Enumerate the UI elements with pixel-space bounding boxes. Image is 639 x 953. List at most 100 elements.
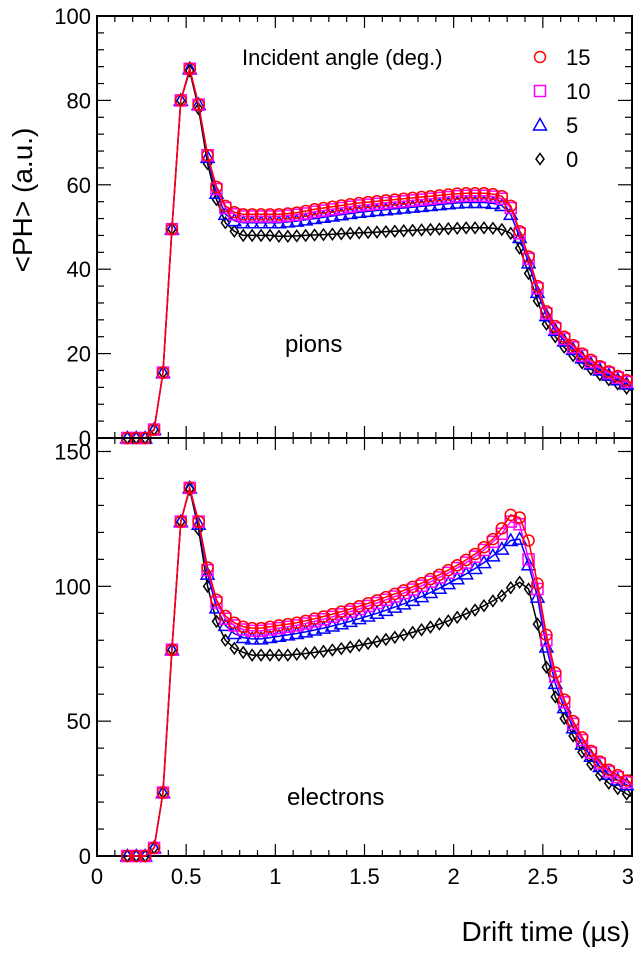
data-point-15: [299, 614, 312, 628]
data-point-15: [611, 768, 624, 782]
data-point-0: [336, 226, 347, 241]
data-point-15: [326, 607, 339, 621]
data-point-15: [620, 373, 633, 387]
data-point-0: [479, 598, 489, 613]
data-point-15: [486, 532, 500, 546]
data-point-15: [620, 774, 633, 787]
data-point-15: [575, 731, 589, 744]
x-tick-label: 2: [448, 864, 460, 889]
data-point-5: [529, 284, 546, 299]
data-point-0: [398, 628, 409, 642]
data-point-15: [566, 338, 580, 352]
data-point-0: [452, 221, 463, 236]
data-point-0: [193, 102, 204, 116]
data-point-0: [452, 610, 463, 625]
data-point-0: [425, 620, 436, 634]
data-point-15: [281, 617, 295, 631]
data-point-0: [229, 224, 240, 238]
data-point-15: [370, 195, 384, 208]
data-point-15: [174, 515, 188, 528]
data-point-0: [416, 622, 427, 637]
series-line-5: [127, 65, 633, 439]
data-point-5: [333, 615, 350, 630]
data-point-15: [281, 207, 295, 220]
data-point-15: [343, 602, 357, 616]
data-point-15: [531, 577, 544, 590]
legend-label-10: 10: [566, 79, 590, 104]
data-point-15: [165, 643, 179, 656]
data-point-0: [273, 648, 284, 662]
legend-entries: 15 10 5 0: [532, 45, 590, 172]
data-point-0: [345, 640, 356, 654]
data-point-15: [450, 187, 464, 200]
y-tick-label-top: 40: [67, 257, 91, 282]
data-point-0: [256, 648, 266, 662]
data-point-15: [504, 199, 517, 213]
legend-title: Incident angle (deg.): [242, 45, 443, 70]
data-point-15: [602, 763, 616, 776]
data-point-0: [532, 617, 543, 631]
data-point-15: [254, 208, 268, 221]
data-point-0: [487, 594, 498, 608]
data-point-15: [219, 199, 232, 213]
data-point-0: [363, 225, 373, 240]
y-tick-label-top: 0: [79, 426, 91, 451]
data-point-0: [345, 226, 356, 241]
data-point-0: [621, 381, 632, 395]
data-point-15: [522, 250, 535, 263]
panel-annotation-pions: pions: [285, 331, 342, 358]
data-point-15: [210, 180, 223, 194]
y-tick-label-top: 80: [67, 88, 91, 113]
data-point-15: [121, 849, 134, 863]
data-point-15: [335, 605, 348, 618]
x-tick-label: 0.5: [171, 864, 202, 889]
data-point-0: [407, 625, 418, 640]
data-point-15: [415, 190, 428, 204]
data-point-15: [433, 189, 446, 202]
data-point-15: [174, 94, 188, 107]
data-point-15: [379, 194, 393, 207]
data-point-15: [495, 189, 509, 203]
data-point-15: [147, 841, 161, 855]
y-tick-label-top: 100: [54, 4, 91, 29]
data-point-15: [406, 191, 419, 205]
y-tick-label-bottom: 100: [54, 574, 91, 599]
data-point-0: [621, 787, 632, 801]
data-point-15: [156, 786, 170, 799]
data-point-15: [156, 366, 170, 379]
data-point-15: [147, 423, 161, 436]
data-point-0: [354, 638, 365, 653]
data-point-0: [389, 630, 400, 645]
data-point-0: [470, 221, 480, 235]
legend-label-5: 5: [566, 113, 578, 138]
data-point-0: [380, 224, 391, 239]
data-point-0: [291, 229, 302, 243]
data-point-15: [388, 193, 402, 206]
data-point-15: [540, 305, 553, 318]
data-point-15: [138, 849, 152, 863]
data-point-15: [326, 200, 339, 213]
data-point-0: [265, 648, 275, 662]
data-point-0: [256, 228, 266, 243]
data-point-15: [263, 208, 277, 221]
data-point-5: [520, 254, 537, 269]
data-point-15: [370, 594, 384, 607]
data-point-0: [354, 226, 365, 240]
data-point-0: [541, 660, 552, 675]
data-point-15: [308, 203, 321, 216]
y-axis-title: <PH> (a.u.): [7, 128, 38, 273]
data-point-5: [244, 630, 260, 645]
data-point-0: [327, 227, 338, 241]
data-point-0: [238, 645, 249, 660]
data-point-15: [566, 714, 580, 728]
panel-electrons: 0 50 100 150 0 0.5 1 1.5 2 2.5 3 electrons: [54, 437, 635, 889]
y-tick-label-bottom: 50: [67, 709, 91, 734]
data-point-0: [380, 632, 391, 647]
data-point-15: [557, 693, 571, 706]
data-point-15: [442, 188, 455, 201]
data-point-15: [477, 186, 491, 200]
data-point-15: [584, 744, 598, 758]
